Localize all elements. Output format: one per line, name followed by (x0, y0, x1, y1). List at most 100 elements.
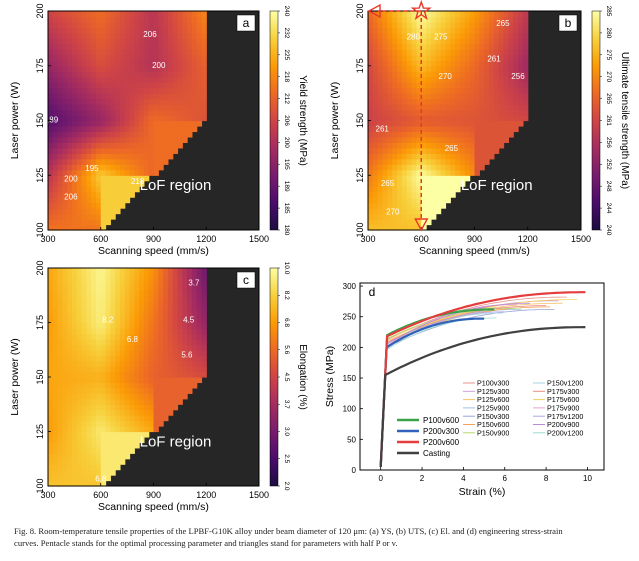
heatmap-cell (445, 82, 451, 89)
heatmap-cell (416, 169, 422, 176)
heatmap-cell (48, 398, 54, 405)
heatmap-cell (377, 202, 384, 209)
heatmap-cell (372, 43, 379, 50)
heatmap-cell (119, 387, 126, 394)
heatmap-cell (455, 175, 461, 182)
heatmap-cell (377, 87, 384, 94)
heatmap-cell (426, 76, 432, 83)
heatmap-cell (177, 136, 183, 143)
heatmap-cell (86, 87, 92, 94)
heatmap-cell (158, 409, 164, 416)
heatmap-cell (368, 16, 374, 23)
heatmap-cell (129, 322, 135, 329)
heatmap-cell (76, 404, 83, 411)
heatmap-cell (124, 32, 131, 39)
heatmap-cell (421, 11, 427, 18)
heatmap-cell (392, 93, 398, 100)
heatmap-cell (187, 387, 193, 394)
heatmap-cell (177, 87, 183, 94)
heatmap-cell (95, 76, 102, 83)
heatmap-cell (119, 136, 126, 143)
heatmap-cell (187, 268, 193, 275)
heatmap-cell (401, 202, 408, 209)
heatmap-cell (48, 436, 54, 443)
heatmap-cell (450, 11, 456, 18)
heatmap-cell (76, 273, 83, 280)
heatmap-cell (416, 197, 422, 204)
heatmap-cell (91, 60, 97, 67)
heatmap-cell (71, 213, 78, 220)
x-tick-label: 8 (544, 474, 549, 483)
heatmap-cell (153, 21, 159, 29)
heatmap-cell (191, 327, 198, 334)
heatmap-cell (139, 11, 145, 18)
heatmap-cell (450, 43, 456, 50)
heatmap-cell (421, 125, 427, 133)
heatmap-cell (382, 175, 388, 182)
heatmap-cell (91, 49, 97, 56)
heatmap-cell (105, 202, 111, 209)
heatmap-cell (392, 109, 398, 116)
heatmap-cell (201, 300, 207, 307)
heatmap-cell (153, 278, 159, 285)
heatmap-cell (196, 54, 203, 61)
heatmap-cell (469, 87, 476, 94)
heatmap-cell (474, 71, 480, 78)
heatmap-cell (201, 54, 207, 61)
heatmap-cell (124, 87, 131, 94)
heatmap-cell (57, 93, 63, 100)
panel-letter-box (236, 271, 256, 289)
heatmap-cell (430, 186, 437, 193)
heatmap-cell (81, 125, 87, 133)
heatmap-cell (52, 87, 59, 94)
heatmap-cell (119, 453, 126, 460)
heatmap-cell (105, 458, 111, 465)
heatmap-cell (67, 289, 73, 296)
heatmap-cell (115, 409, 121, 416)
heatmap-cell (62, 458, 68, 465)
heatmap-cell (52, 469, 59, 476)
heatmap-cell (105, 306, 111, 313)
heatmap-cell (392, 71, 398, 78)
heatmap-cell (191, 125, 198, 133)
heatmap-cell (52, 344, 59, 351)
heatmap-cell (177, 38, 183, 45)
heatmap-cell (148, 93, 155, 100)
heatmap-cell (105, 273, 111, 280)
heatmap-cell (421, 147, 427, 154)
heatmap-cell (167, 393, 174, 400)
heatmap-cell (52, 268, 59, 275)
heatmap-cell (469, 54, 476, 61)
heatmap-cell (134, 76, 140, 83)
heatmap-cell (426, 71, 432, 78)
heatmap-cell (52, 300, 59, 307)
heatmap-cell (81, 327, 87, 334)
heatmap-cell (182, 60, 188, 67)
colorbar-tick-label: 195 (283, 159, 290, 170)
heatmap-cell (382, 21, 388, 29)
heatmap-cell (81, 300, 87, 307)
heatmap-cell (392, 158, 398, 165)
heatmap-cell (182, 393, 188, 400)
heatmap-cell (148, 404, 155, 411)
heatmap-cell (129, 393, 135, 400)
heatmap-cell (110, 115, 116, 122)
heatmap-cell (484, 136, 490, 143)
heatmap-cell (163, 136, 169, 143)
heatmap-cell (100, 131, 107, 138)
heatmap-cell (187, 43, 193, 50)
heatmap-cell (397, 153, 403, 160)
heatmap-cell (110, 27, 116, 34)
heatmap-cell (81, 109, 87, 116)
heatmap-cell (86, 202, 92, 209)
heatmap-cell (62, 147, 68, 154)
heatmap-cell (464, 158, 471, 165)
heatmap-cell (143, 366, 150, 373)
heatmap-cell (426, 60, 432, 67)
heatmap-cell (139, 436, 145, 443)
heatmap-cell (100, 60, 107, 67)
heatmap-cell (416, 147, 422, 154)
heatmap-cell (95, 327, 102, 334)
heatmap-cell (91, 464, 97, 471)
heatmap-cell (110, 284, 116, 291)
